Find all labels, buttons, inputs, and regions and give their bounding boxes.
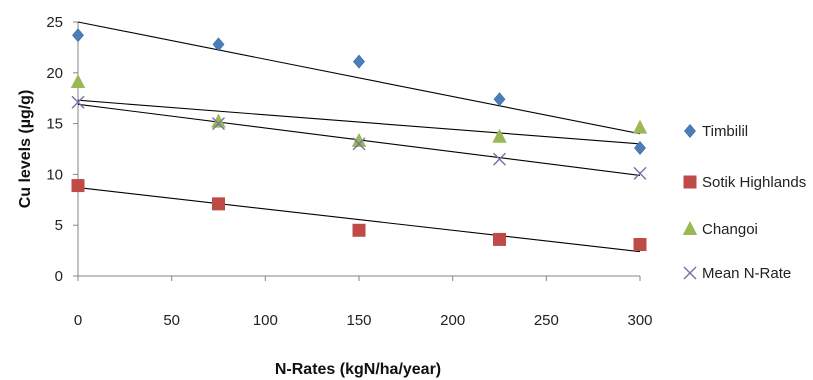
x-tick-label: 200	[440, 312, 465, 329]
trendline-group	[77, 21, 641, 253]
data-point-mean-n-rate	[352, 137, 366, 151]
y-tick-label: 10	[46, 166, 63, 183]
legend-label-mean-n-rate: Mean N-Rate	[702, 265, 791, 282]
data-point-mean-n-rate	[493, 152, 506, 166]
x-axis-title: N-Rates (kgN/ha/year)	[275, 361, 441, 378]
x-marker-stroke	[352, 137, 366, 151]
data-point-mean-n-rate	[212, 117, 225, 131]
x-marker-stroke	[212, 117, 225, 131]
trendline-sotik-highlands	[77, 187, 641, 253]
legend: Timbilil Sotik Highlands Changoi Mean N-Rat…	[682, 123, 806, 282]
data-point-changoi	[492, 128, 507, 143]
trendline-timbilil	[77, 21, 641, 135]
y-tick-label: 25	[46, 14, 63, 31]
data-point-sotik-highlands	[71, 179, 85, 193]
x-marker-stroke	[683, 266, 697, 280]
data-point-changoi	[351, 132, 367, 147]
legend-label-timbilil: Timbilil	[702, 123, 748, 140]
data-point-timbilil	[212, 37, 225, 52]
x-tick-group: 0 50 100 150 200 250 300	[74, 276, 653, 329]
y-tick-label: 15	[46, 116, 63, 133]
x-tick-label: 0	[74, 312, 82, 329]
x-tick-label: 50	[163, 312, 180, 329]
x-marker-stroke	[493, 152, 506, 166]
data-point-timbilil	[634, 141, 646, 155]
data-point-sotik-highlands	[352, 223, 366, 237]
y-tick-group: 0 5 10 15 20 25	[46, 14, 78, 285]
legend-marker-changoi	[682, 221, 698, 235]
x-marker-stroke	[633, 166, 647, 180]
y-tick-label: 20	[46, 65, 63, 82]
y-axis-title: Cu levels (µg/g)	[17, 90, 34, 209]
legend-label-sotik-highlands: Sotik Highlands	[702, 174, 806, 191]
data-point-group	[70, 28, 648, 252]
data-point-timbilil	[353, 54, 365, 69]
legend-marker-sotik-highlands	[683, 175, 697, 189]
data-point-changoi	[211, 113, 226, 128]
x-tick-label: 150	[346, 312, 371, 329]
x-tick-label: 100	[253, 312, 278, 329]
y-tick-label: 0	[55, 268, 63, 285]
data-point-sotik-highlands	[493, 232, 506, 246]
data-point-mean-n-rate	[633, 166, 647, 180]
x-tick-label: 250	[534, 312, 559, 329]
legend-marker-timbilil	[684, 124, 696, 138]
data-point-mean-n-rate	[71, 95, 85, 109]
data-point-changoi	[70, 73, 86, 88]
data-point-sotik-highlands	[212, 197, 225, 211]
trendline-changoi	[77, 99, 641, 145]
data-point-timbilil	[72, 28, 84, 43]
data-point-sotik-highlands	[633, 238, 647, 252]
legend-label-changoi: Changoi	[702, 221, 758, 238]
y-tick-label: 5	[55, 217, 63, 234]
data-point-timbilil	[493, 92, 506, 107]
data-point-changoi	[632, 119, 648, 134]
x-tick-label: 300	[627, 312, 652, 329]
legend-marker-mean-n-rate	[683, 266, 697, 280]
x-marker-stroke	[71, 95, 85, 109]
